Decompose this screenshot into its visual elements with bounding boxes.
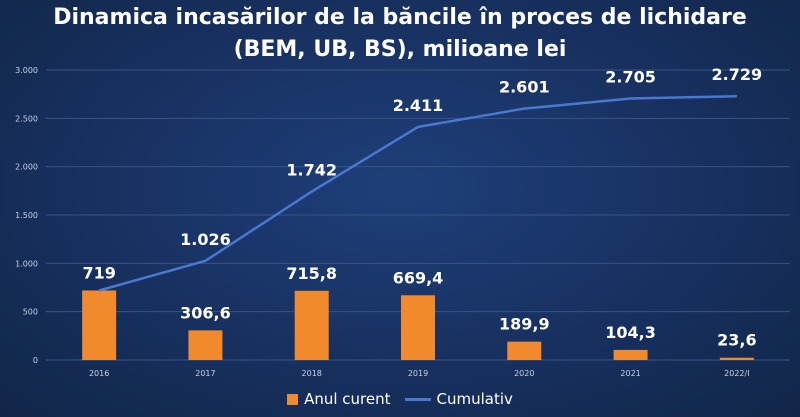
bar-data-label: 104,3 [605, 323, 656, 342]
legend-swatch-bars [287, 393, 299, 405]
line-data-label: 2.705 [605, 68, 656, 87]
legend-label-bars: Anul curent [304, 390, 391, 408]
bar [82, 290, 117, 360]
legend-item-bars: Anul curent [287, 390, 391, 408]
line-data-label: 2.729 [712, 65, 763, 84]
x-tick-label: 2019 [408, 369, 428, 378]
legend-item-line: Cumulativ [404, 390, 513, 408]
chart-title-line1: Dinamica incasărilor de la băncile în pr… [53, 5, 747, 30]
line-data-label: 1.742 [286, 161, 337, 180]
bar-data-label: 669,4 [393, 268, 444, 287]
x-tick-label: 2017 [195, 369, 215, 378]
bar [401, 295, 435, 360]
bar [188, 330, 223, 360]
line-data-label: 1.026 [180, 230, 231, 249]
y-tick-label: 1.500 [15, 211, 38, 220]
y-tick-label: 2.000 [15, 163, 38, 172]
bar-data-label: 306,6 [180, 303, 231, 322]
legend-label-line: Cumulativ [436, 390, 513, 408]
bar-data-label: 189,9 [499, 315, 550, 334]
line-data-label: 2.411 [393, 96, 444, 115]
legend-swatch-line [404, 397, 431, 401]
line-data-label: 2.601 [499, 78, 550, 97]
x-tick-label: 2020 [514, 369, 534, 378]
bar-data-label: 719 [82, 263, 115, 282]
bar [507, 341, 542, 360]
y-tick-label: 0 [33, 356, 38, 365]
y-tick-label: 3.000 [15, 66, 38, 75]
chart-title-line2: (BEM, UB, BS), milioane lei [233, 37, 567, 62]
y-tick-label: 1.000 [15, 259, 38, 268]
bar-data-label: 23,6 [717, 331, 756, 350]
bar [719, 357, 754, 360]
bar-data-label: 715,8 [286, 264, 337, 283]
y-tick-label: 500 [23, 308, 38, 317]
bar [294, 290, 329, 360]
y-tick-label: 2.500 [15, 114, 38, 123]
chart-legend: Anul curent Cumulativ [0, 386, 800, 412]
x-tick-label: 2021 [620, 369, 640, 378]
bar [613, 349, 648, 360]
x-tick-label: 2016 [89, 369, 109, 378]
x-tick-label: 2018 [302, 369, 322, 378]
x-tick-label: 2022/I [724, 369, 749, 378]
cumulative-line [98, 94, 737, 292]
